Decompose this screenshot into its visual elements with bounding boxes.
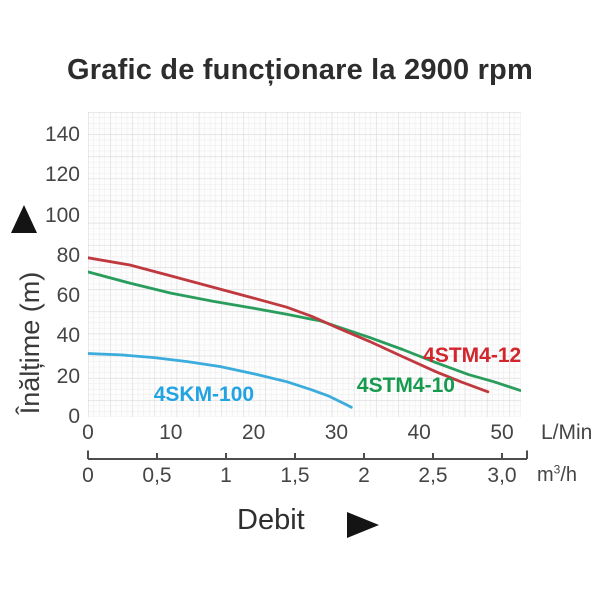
curve-4stm4-12 <box>88 256 490 394</box>
y-tick-label: 120 <box>44 163 80 187</box>
right-arrow-icon <box>347 512 379 538</box>
y-tick-label: 40 <box>56 324 80 348</box>
series-label-4stm4-12: 4STM4-12 <box>423 343 522 367</box>
m3h-unit-m: m <box>537 464 554 486</box>
y-tick-label: 0 <box>68 405 80 428</box>
chart-title: Grafic de funcționare la 2900 rpm <box>67 54 533 86</box>
m3h-tick-label: 1,5 <box>280 464 310 487</box>
x-tick-label-lmin: 40 <box>407 421 431 444</box>
curve-4skm-100 <box>88 352 353 409</box>
m3h-axis <box>87 450 528 460</box>
curves-group <box>88 256 521 409</box>
series-label-4stm4-10: 4STM4-10 <box>356 373 455 397</box>
y-tick-label: 140 <box>44 122 80 146</box>
m3h-tick-label: 0 <box>82 464 94 487</box>
x-axis-title: Debit <box>237 504 305 536</box>
x-tick-label-lmin: 50 <box>490 421 514 444</box>
x-axis-unit-lmin: L/Min <box>541 421 593 444</box>
m3h-unit-sup: 3 <box>553 462 561 477</box>
m3h-tick-label: 1 <box>220 464 232 487</box>
y-tick-label: 20 <box>56 364 80 388</box>
x-tick-label-lmin: 0 <box>82 421 94 444</box>
x-tick-label-lmin: 20 <box>241 421 266 444</box>
m3h-unit-suffix: /h <box>560 464 578 486</box>
y-tick-label: 100 <box>44 203 80 227</box>
y-tick-label: 80 <box>56 243 80 267</box>
plot-area <box>88 112 521 417</box>
series-label-4skm-100: 4SKM-100 <box>153 382 255 406</box>
up-arrow-icon <box>11 205 37 233</box>
m3h-tick-label: 2,5 <box>418 464 448 487</box>
y-tick-label: 60 <box>56 284 80 308</box>
m3h-tick-label: 2 <box>358 464 370 487</box>
m3h-axis-unit: m3/h <box>537 463 577 487</box>
m3h-tick-label: 0,5 <box>142 464 172 487</box>
x-tick-label-lmin: 30 <box>324 421 349 444</box>
x-tick-label-lmin: 10 <box>159 421 183 444</box>
m3h-tick-label: 3,0 <box>487 464 517 487</box>
